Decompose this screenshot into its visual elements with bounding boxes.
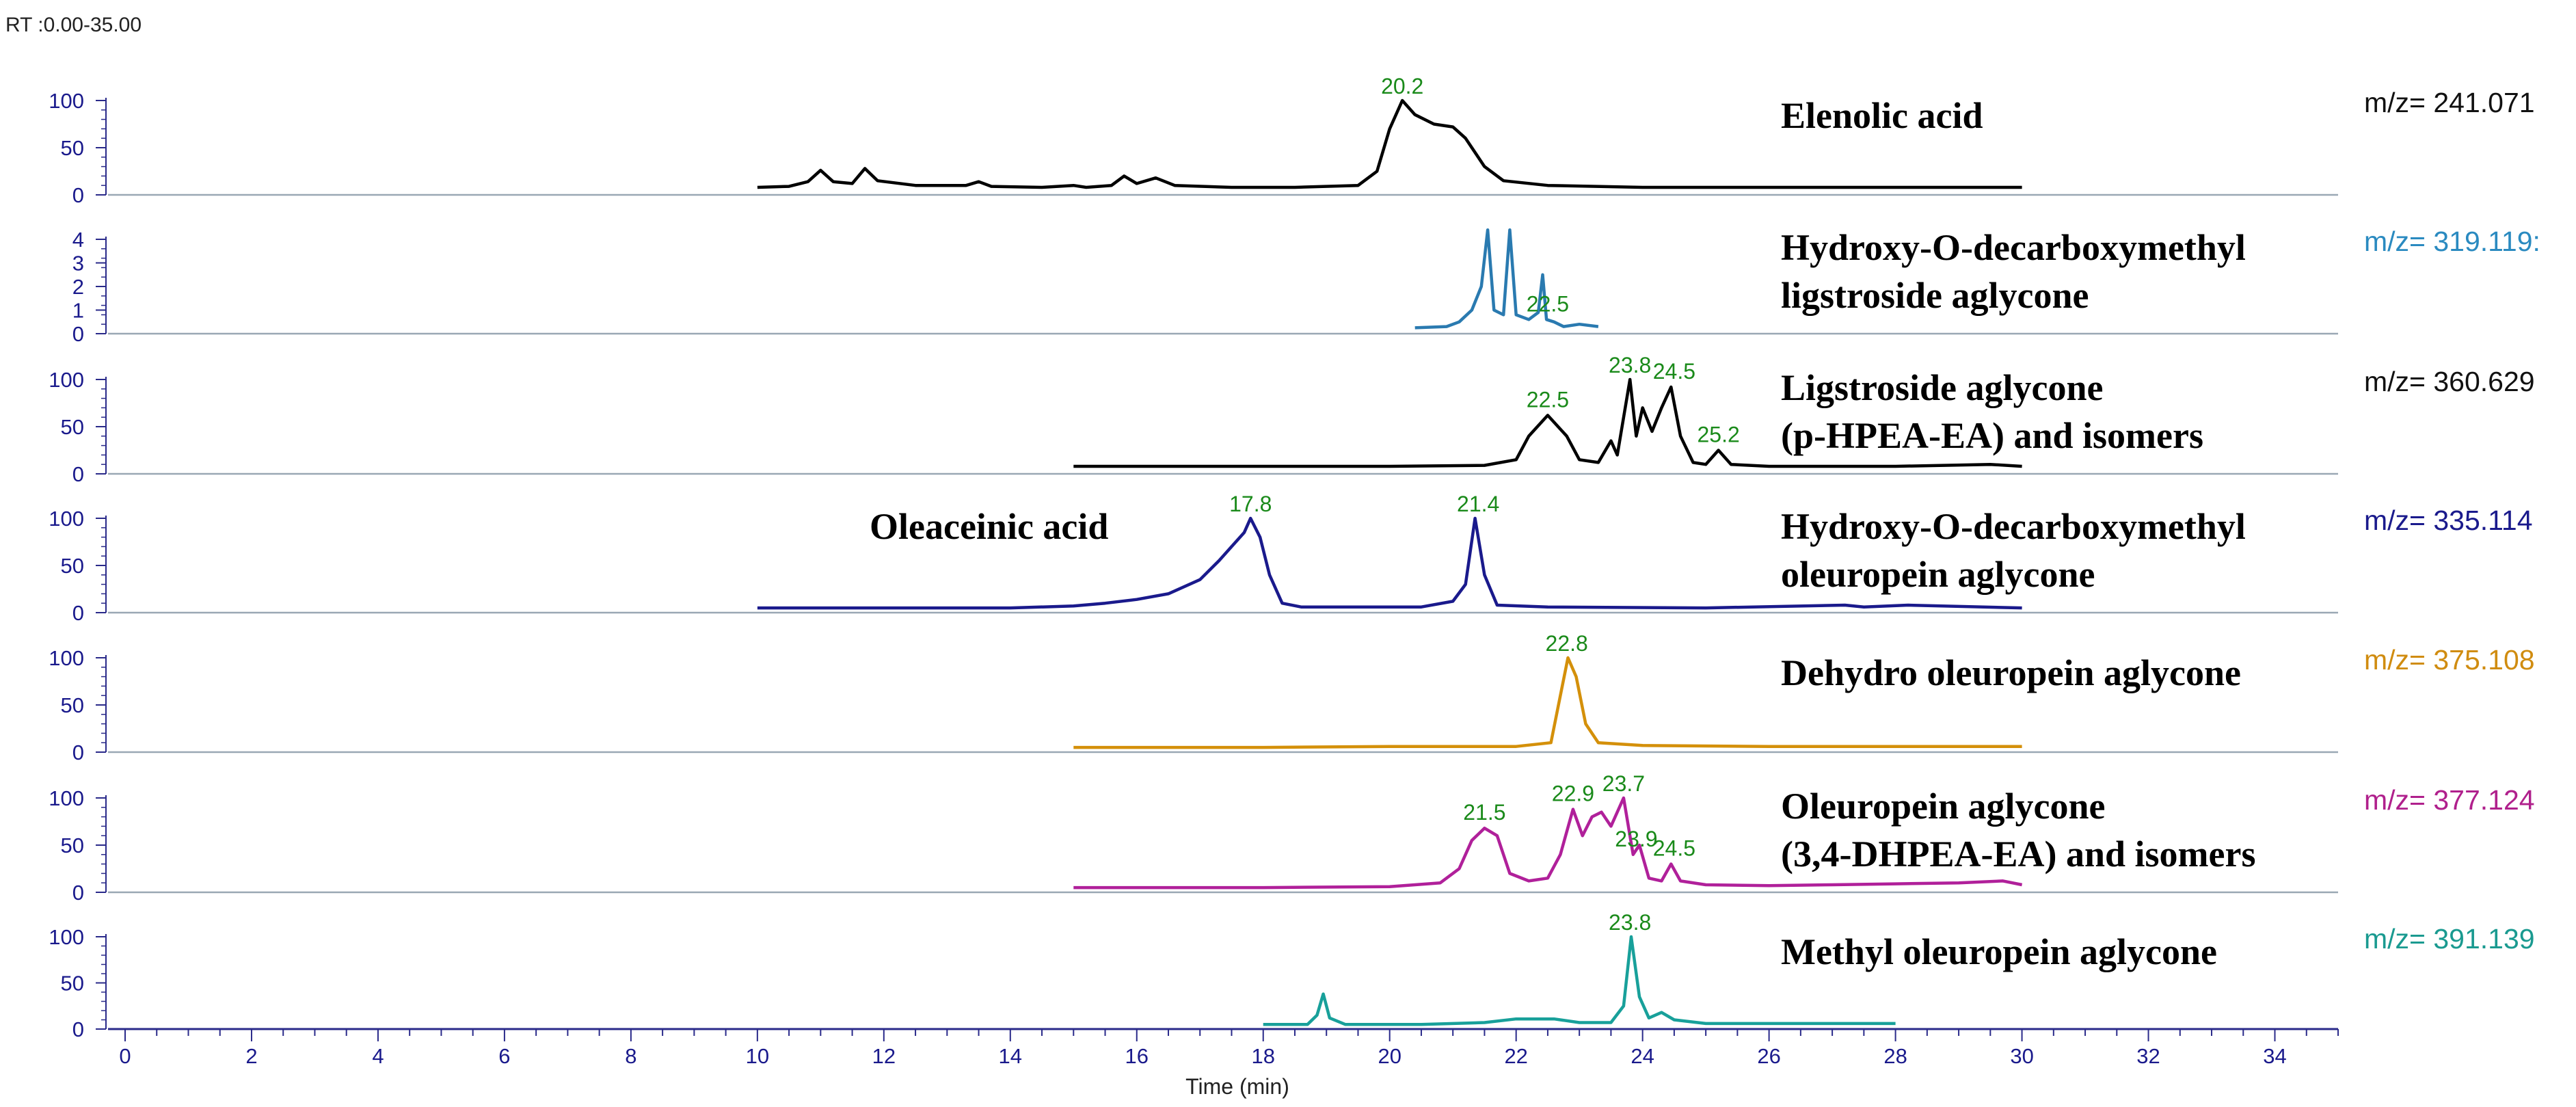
compound-name-line: (3,4-DHPEA-EA) and isomers: [1781, 833, 2255, 875]
x-tick-label: 16: [1125, 1044, 1149, 1068]
peak-label: 24.5: [1653, 359, 1695, 384]
panel-5: 100 50 0 22.8 Dehydro oleuropein aglycone m/z…: [49, 631, 2534, 764]
x-tick-label: 22: [1504, 1044, 1527, 1068]
trace-line: [1414, 228, 1599, 330]
mz-label: m/z= 241.071: [2364, 87, 2535, 118]
y-tick-label: 0: [72, 462, 84, 486]
peak-label: 21.5: [1463, 800, 1505, 825]
compound-name-line: oleuropein aglycone: [1781, 554, 2095, 595]
x-tick-label: 2: [245, 1044, 257, 1068]
y-tick-label: 50: [61, 972, 84, 996]
trace-line: [757, 516, 2022, 610]
mz-label: m/z= 360.629: [2364, 366, 2535, 397]
y-tick-label: 100: [49, 89, 84, 113]
panel-7: 100 50 0 23.8 Methyl oleuropein aglycone m/z=…: [49, 910, 2534, 1041]
peak-label: 23.8: [1609, 910, 1651, 935]
y-tick-label: 2: [72, 275, 84, 299]
peak-label: 17.8: [1229, 492, 1272, 516]
peak-label: 23.8: [1609, 353, 1651, 377]
y-tick-label: 3: [72, 252, 84, 276]
y-tick-label: 0: [72, 741, 84, 764]
y-tick-label: 4: [72, 228, 84, 252]
x-tick-label: 4: [372, 1044, 384, 1068]
mz-label: m/z= 319.119:: [2364, 226, 2540, 257]
x-tick-label: 20: [1378, 1044, 1401, 1068]
x-tick-label: 30: [2010, 1044, 2033, 1068]
mz-label: m/z= 335.114: [2364, 505, 2533, 536]
panel-1: 100 50 0 20.2 Elenolic acid m/z= 241.071: [49, 74, 2534, 207]
extra-compound-label: Oleaceinic acid: [870, 506, 1108, 547]
compound-name-line: Elenolic acid: [1781, 95, 1983, 136]
panel-4: 100 50 0 17.8 21.4 Hydroxy-O-decarboxymethyl o…: [49, 492, 2532, 625]
trace-line: [1073, 377, 2022, 468]
y-tick-label: 100: [49, 507, 84, 531]
compound-name-line: Dehydro oleuropein aglycone: [1781, 652, 2241, 693]
time-axis: 0 2 4 6 8 10 12 14 16 18 20 22 24 26 28 30 32 34: [119, 1029, 2339, 1068]
peak-label: 22.8: [1546, 631, 1588, 656]
x-tick-label: 14: [999, 1044, 1022, 1068]
x-tick-label: 34: [2263, 1044, 2286, 1068]
trace-line: [1073, 796, 2023, 890]
y-tick-label: 0: [72, 183, 84, 207]
x-tick-label: 18: [1252, 1044, 1275, 1068]
panel-3: 100 50 0 22.5 23.8 24.5 25.2 Ligstroside aglyco…: [49, 353, 2534, 486]
y-tick-label: 0: [72, 601, 84, 625]
x-tick-label: 12: [872, 1044, 896, 1068]
y-tick-label: 50: [61, 554, 84, 578]
panel-6: 100 50 0 21.5 22.9 23.7 23.924.5 Oleuropein agl…: [49, 771, 2534, 905]
y-tick-label: 0: [72, 322, 84, 346]
x-tick-label: 26: [1757, 1044, 1780, 1068]
peak-label: 22.5: [1527, 387, 1569, 412]
x-axis-title: Time (min): [1185, 1074, 1289, 1099]
mz-label: m/z= 377.124: [2364, 784, 2535, 816]
trace-line: [757, 98, 2022, 189]
compound-name-line: (p-HPEA-EA) and isomers: [1781, 415, 2203, 456]
compound-name-line: Hydroxy-O-decarboxymethyl: [1781, 506, 2246, 547]
y-tick-label: 50: [61, 693, 84, 717]
trace-line: [1073, 656, 2022, 749]
y-tick-label: 50: [61, 833, 84, 857]
compound-name-line: Methyl oleuropein aglycone: [1781, 931, 2217, 972]
peak-label: 25.2: [1697, 423, 1739, 447]
y-tick-label: 0: [72, 1017, 84, 1041]
y-tick-label: 100: [49, 368, 84, 392]
x-tick-label: 28: [1883, 1044, 1907, 1068]
y-tick-label: 0: [72, 881, 84, 905]
y-tick-label: 100: [49, 786, 84, 810]
peak-label: 23.9: [1615, 827, 1657, 851]
mz-label: m/z= 375.108: [2364, 644, 2535, 676]
compound-name-line: ligstroside aglycone: [1781, 275, 2089, 316]
x-tick-label: 8: [625, 1044, 636, 1068]
x-tick-label: 10: [746, 1044, 769, 1068]
x-tick-label: 6: [498, 1044, 510, 1068]
y-tick-label: 50: [61, 415, 84, 439]
peak-label: 23.7: [1602, 771, 1645, 796]
compound-name-line: Oleuropein aglycone: [1781, 786, 2106, 827]
y-tick-label: 100: [49, 925, 84, 949]
x-tick-label: 32: [2136, 1044, 2160, 1068]
compound-name-line: Ligstroside aglycone: [1781, 367, 2104, 408]
trace-line: [1263, 935, 1896, 1026]
y-tick-label: 100: [49, 646, 84, 670]
peak-label: 22.5: [1527, 291, 1569, 316]
peak-label: 20.2: [1381, 74, 1423, 98]
y-tick-label: 1: [72, 299, 84, 323]
peak-label: 22.9: [1552, 782, 1594, 806]
y-tick-label: 50: [61, 136, 84, 160]
x-tick-label: 24: [1631, 1044, 1654, 1068]
peak-label: 21.4: [1457, 492, 1499, 516]
x-tick-label: 0: [119, 1044, 131, 1068]
compound-name-line: Hydroxy-O-decarboxymethyl: [1781, 227, 2246, 268]
rt-range-label: RT :0.00-35.00: [5, 14, 142, 36]
mz-label: m/z= 391.139: [2364, 923, 2535, 955]
peak-label: 24.5: [1653, 836, 1695, 861]
